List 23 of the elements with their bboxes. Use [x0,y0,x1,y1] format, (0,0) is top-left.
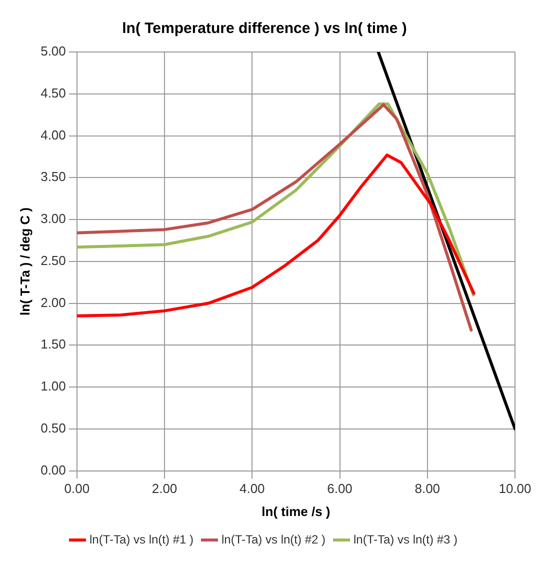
y-tick-label: 3.00 [40,211,66,226]
legend-label: ln(T-Ta) vs ln(t) #1 ) [89,532,194,546]
y-tick-label: 0.00 [40,462,66,478]
y-tick-label: 5.00 [40,44,66,59]
y-tick-label: 0.50 [40,420,66,436]
legend-label: ln(T-Ta) vs ln(t) #3 ) [354,532,458,546]
legend-label: ln(T-Ta) vs ln(t) #2 ) [221,532,326,546]
x-tick-label: 10.00 [498,481,532,496]
x-tick-label: 6.00 [327,481,352,496]
y-tick-label: 4.00 [40,127,66,142]
y-tick-label: 4.50 [40,85,66,100]
x-tick-label: 0.00 [64,481,90,496]
x-tick-label: 2.00 [152,481,178,496]
x-axis-title: ln( time /s ) [262,504,330,519]
x-tick-label: 4.00 [239,481,265,496]
y-tick-label: 2.00 [40,294,66,310]
y-tick-label: 1.00 [40,378,66,394]
chart-title: ln( Temperature difference ) vs ln( time ) [122,20,407,38]
y-tick-label: 2.50 [40,252,66,268]
y-axis-title: ln( T-Ta ) / deg C ) [17,207,32,316]
x-tick-label: 8.00 [414,481,440,496]
y-tick-label: 3.50 [40,169,66,184]
y-tick-label: 1.50 [40,336,66,352]
